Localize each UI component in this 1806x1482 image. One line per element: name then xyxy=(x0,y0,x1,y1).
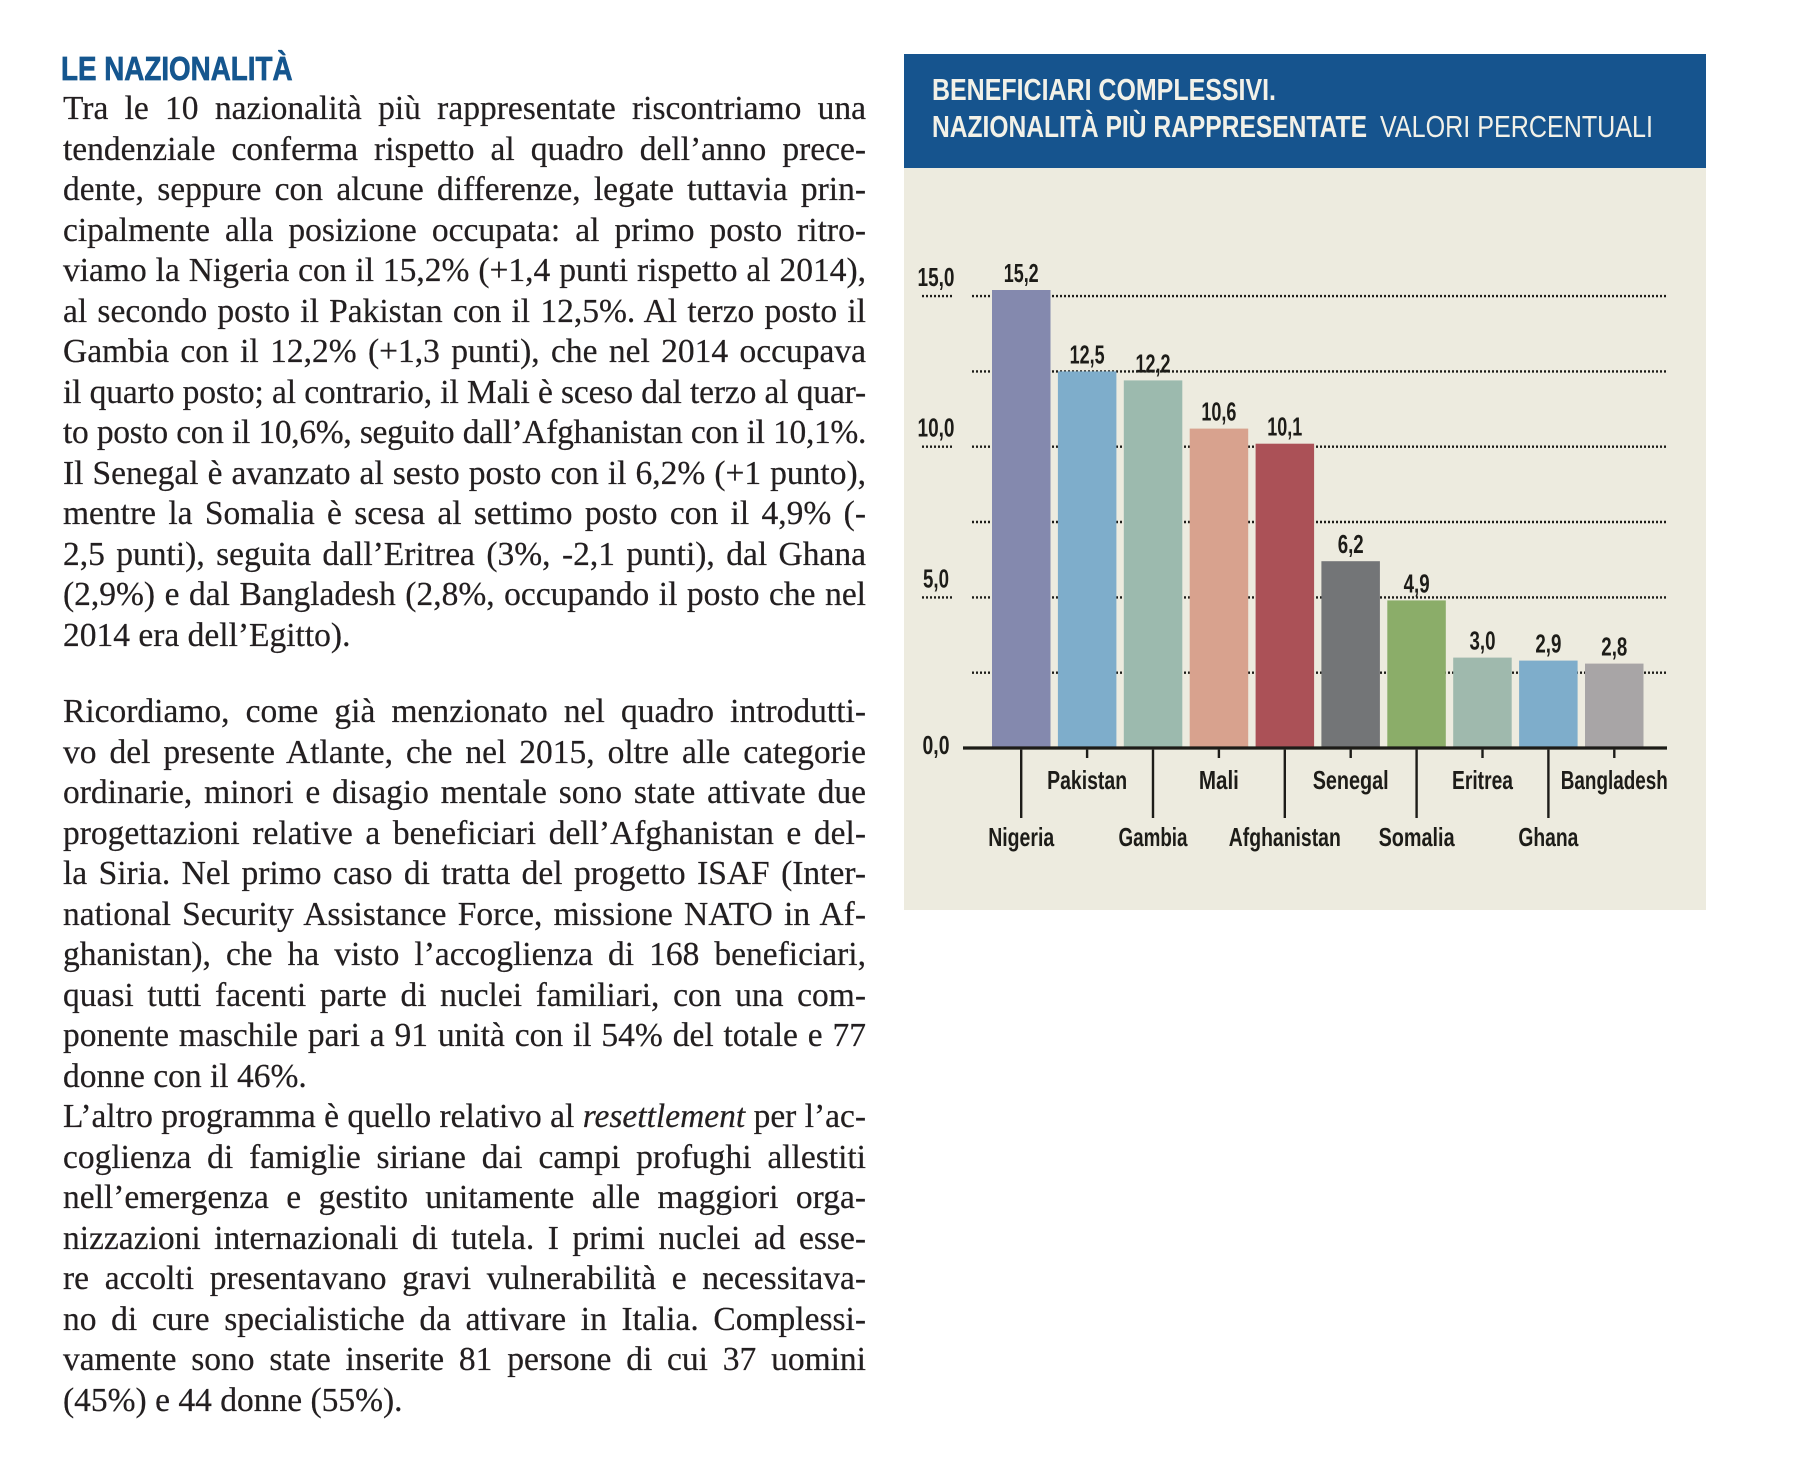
svg-text:12,2: 12,2 xyxy=(1136,348,1171,378)
svg-text:4,9: 4,9 xyxy=(1404,568,1430,598)
svg-text:Senegal: Senegal xyxy=(1313,765,1389,795)
svg-text:Mali: Mali xyxy=(1199,765,1239,795)
svg-text:15,0: 15,0 xyxy=(918,262,955,292)
svg-text:3,0: 3,0 xyxy=(1470,626,1496,656)
svg-text:Nigeria: Nigeria xyxy=(988,822,1054,852)
svg-text:0,0: 0,0 xyxy=(923,730,950,760)
svg-text:Gambia: Gambia xyxy=(1119,822,1188,852)
svg-text:2,9: 2,9 xyxy=(1535,629,1561,659)
svg-text:Afghanistan: Afghanistan xyxy=(1229,822,1341,852)
svg-text:NAZIONALITÀ PIÙ RAPPRESENTATE: NAZIONALITÀ PIÙ RAPPRESENTATE xyxy=(932,108,1367,144)
svg-text:10,1: 10,1 xyxy=(1267,412,1302,442)
svg-text:Eritrea: Eritrea xyxy=(1452,765,1513,795)
svg-text:Pakistan: Pakistan xyxy=(1047,765,1127,795)
svg-text:2,8: 2,8 xyxy=(1601,632,1627,662)
svg-text:10,0: 10,0 xyxy=(918,413,955,443)
svg-text:Somalia: Somalia xyxy=(1379,822,1455,852)
svg-text:5,0: 5,0 xyxy=(923,563,949,593)
svg-text:Bangladesh: Bangladesh xyxy=(1561,765,1668,795)
svg-text:12,5: 12,5 xyxy=(1070,339,1105,369)
svg-text:BENEFICIARI COMPLESSIVI.: BENEFICIARI COMPLESSIVI. xyxy=(932,72,1276,107)
svg-text:10,6: 10,6 xyxy=(1201,397,1236,427)
svg-text:Ghana: Ghana xyxy=(1518,822,1578,852)
svg-text:VALORI PERCENTUALI: VALORI PERCENTUALI xyxy=(1380,109,1653,144)
svg-text:15,2: 15,2 xyxy=(1004,258,1039,288)
svg-text:6,2: 6,2 xyxy=(1338,529,1364,559)
